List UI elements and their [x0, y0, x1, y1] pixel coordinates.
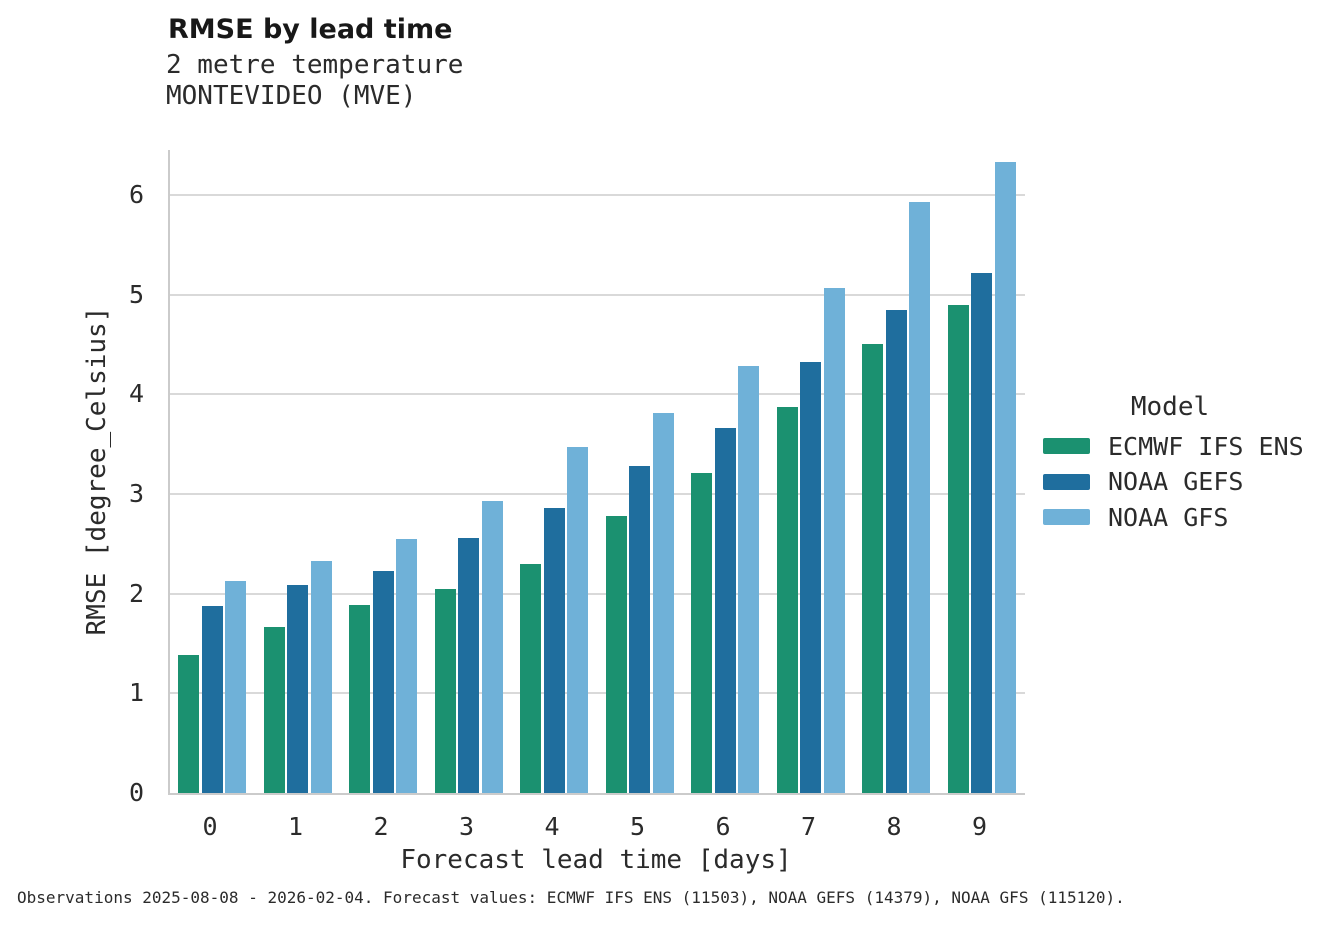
- bar-noaa-gfs-day4: [567, 447, 588, 793]
- x-tick-2: 2: [373, 812, 389, 841]
- bar-noaa-gefs-day3: [458, 538, 479, 793]
- bar-noaa-gfs-day7: [823, 288, 845, 793]
- x-tick-4: 4: [544, 812, 560, 841]
- x-tick-5: 5: [629, 812, 646, 841]
- bar-ecmwf-ifs-ens-day5: [605, 516, 627, 793]
- bar-noaa-gfs-day5: [652, 413, 674, 793]
- gridline-y-4: [170, 393, 1025, 396]
- chart-title: RMSE by lead time: [168, 14, 453, 45]
- legend-swatch-icon: [1043, 438, 1090, 454]
- x-tick-0: 0: [202, 812, 218, 841]
- bar-noaa-gfs-day8: [909, 202, 930, 793]
- y-tick-2: 2: [128, 578, 144, 608]
- y-tick-1: 1: [128, 678, 144, 708]
- bar-noaa-gfs-day9: [994, 162, 1016, 793]
- y-tick-4: 4: [128, 379, 144, 409]
- bar-ecmwf-ifs-ens-day6: [691, 473, 712, 793]
- bar-noaa-gfs-day2: [396, 539, 417, 793]
- y-tick-5: 5: [128, 279, 144, 309]
- bar-noaa-gefs-day2: [372, 571, 394, 793]
- bar-noaa-gefs-day0: [201, 606, 223, 793]
- bar-noaa-gefs-day4: [543, 508, 565, 793]
- legend-entry-noaa-gfs: NOAA GFS: [1043, 502, 1228, 532]
- bar-noaa-gfs-day0: [225, 581, 246, 793]
- bar-ecmwf-ifs-ens-day8: [862, 344, 883, 793]
- gridline-y-3: [170, 492, 1025, 495]
- caption: Observations 2025-08-08 - 2026-02-04. Fo…: [17, 888, 1125, 907]
- bar-ecmwf-ifs-ens-day9: [947, 305, 969, 793]
- legend: Model ECMWF IFS ENS NOAA GEFS NOAA GFS: [1043, 392, 1322, 532]
- chart-subtitle-station: MONTEVIDEO (MVE): [166, 81, 417, 111]
- bar-noaa-gefs-day5: [629, 466, 650, 793]
- x-tick-1: 1: [287, 812, 304, 841]
- legend-entry-noaa-gefs: NOAA GEFS: [1043, 467, 1243, 497]
- bar-noaa-gefs-day1: [287, 585, 308, 793]
- bar-noaa-gefs-day8: [885, 310, 907, 793]
- legend-title: Model: [1130, 392, 1210, 422]
- bar-noaa-gfs-day6: [738, 366, 759, 793]
- legend-entry-label: NOAA GFS: [1108, 502, 1229, 532]
- bar-noaa-gfs-day3: [481, 501, 503, 793]
- bar-ecmwf-ifs-ens-day0: [178, 655, 199, 793]
- legend-entry-label: ECMWF IFS ENS: [1108, 431, 1304, 461]
- y-tick-3: 3: [128, 478, 144, 508]
- x-axis-label: Forecast lead time [days]: [400, 845, 792, 875]
- bar-noaa-gefs-day9: [971, 273, 992, 793]
- chart-subtitle-variable: 2 metre temperature: [166, 50, 464, 80]
- x-tick-9: 9: [971, 812, 988, 841]
- bar-noaa-gefs-day7: [800, 362, 821, 793]
- legend-entry-label: NOAA GEFS: [1108, 467, 1244, 496]
- bar-ecmwf-ifs-ens-day2: [349, 605, 370, 793]
- bar-ecmwf-ifs-ens-day7: [776, 407, 798, 793]
- gridline-y-1: [170, 692, 1025, 695]
- plot-area: [168, 150, 1025, 795]
- x-tick-3: 3: [458, 812, 475, 841]
- y-tick-6: 6: [128, 179, 144, 209]
- x-tick-8: 8: [886, 812, 902, 841]
- bar-noaa-gefs-day6: [714, 428, 736, 793]
- bar-ecmwf-ifs-ens-day4: [520, 564, 541, 793]
- gridline-y-6: [170, 193, 1025, 196]
- bar-noaa-gfs-day1: [310, 561, 332, 793]
- x-tick-6: 6: [715, 812, 731, 841]
- legend-swatch-icon: [1043, 509, 1090, 525]
- gridline-y-5: [170, 293, 1025, 296]
- bar-ecmwf-ifs-ens-day3: [434, 589, 456, 793]
- y-tick-0: 0: [128, 778, 144, 807]
- legend-entry-ecmwf-ifs-ens: ECMWF IFS ENS: [1043, 431, 1304, 461]
- bar-ecmwf-ifs-ens-day1: [263, 627, 285, 793]
- chart-subtitle: 2 metre temperature MONTEVIDEO (MVE): [166, 50, 463, 112]
- gridline-y-2: [170, 592, 1025, 595]
- legend-swatch-icon: [1043, 473, 1090, 490]
- x-tick-7: 7: [800, 812, 817, 841]
